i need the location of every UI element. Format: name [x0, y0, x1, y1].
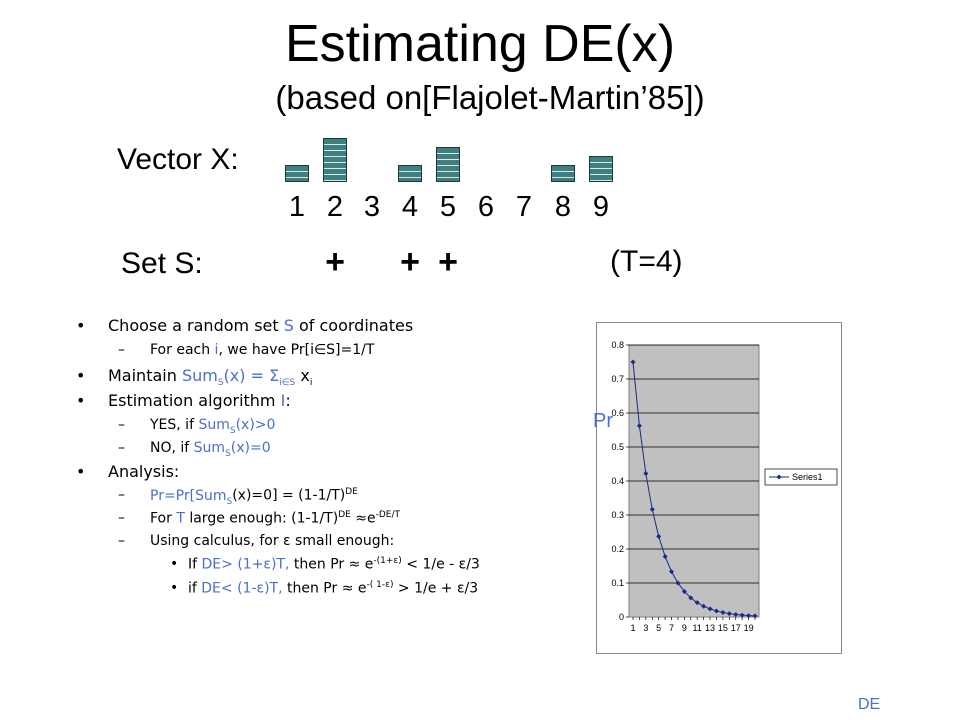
y-tick-label: 0.2: [611, 544, 624, 554]
data-point: [656, 533, 662, 539]
set-plus-mark: +: [438, 243, 458, 281]
data-point: [630, 359, 636, 365]
set-label: Set S:: [121, 247, 203, 280]
x-tick-label: 11: [693, 623, 702, 633]
data-point: [701, 603, 707, 609]
bullet-estimation: Estimation algorithm I:: [76, 391, 291, 410]
vector-index: 5: [439, 191, 457, 223]
bullet-large-t: For T large enough: (1-1/T)DE ≈e-DE/T: [118, 510, 400, 527]
vector-index: 1: [288, 191, 306, 223]
vector-index: 4: [401, 191, 419, 223]
vector-index: 3: [363, 191, 381, 223]
data-point: [662, 553, 668, 559]
data-point: [713, 608, 719, 614]
slide-subtitle: (based on[Flajolet-Martin’85]): [275, 79, 705, 116]
legend-marker: [776, 474, 782, 480]
set-plus-mark: +: [400, 243, 420, 281]
vector-bar: [323, 138, 347, 182]
slide-title: Estimating DE(x): [284, 15, 676, 73]
x-tick-label: 19: [744, 623, 754, 633]
y-tick-label: 0.4: [611, 476, 624, 486]
data-point: [746, 613, 752, 619]
vector-bar: [551, 165, 575, 182]
data-point: [739, 612, 745, 618]
bullet-de-less: if DE< (1-ε)T, then Pr ≈ e-( 1-ε) > 1/e …: [170, 580, 478, 597]
vector-bar: [436, 147, 460, 182]
y-tick-label: 0.8: [611, 340, 624, 350]
y-tick-label: 0.1: [611, 578, 624, 588]
bullet-prob: For each i, we have Pr[i∈S]=1/T: [118, 342, 374, 358]
data-point: [636, 423, 642, 429]
legend-box: [764, 468, 838, 486]
data-point: [681, 588, 687, 594]
data-point: [733, 611, 739, 617]
bullet-calculus: Using calculus, for ε small enough:: [118, 533, 394, 549]
x-tick-label: 5: [656, 623, 661, 633]
vector-index: 6: [477, 191, 495, 223]
x-tick-label: 13: [705, 623, 715, 633]
vector-index: 7: [515, 191, 533, 223]
data-point: [720, 609, 726, 615]
bullet-pr: Pr=Pr[SumS(x)=0] = (1-1/T)DE: [118, 487, 358, 506]
data-point: [669, 569, 675, 575]
data-point: [688, 595, 694, 601]
y-tick-label: 0.5: [611, 442, 624, 452]
bullet-maintain: Maintain SumS(x) = Σi∈S xi: [76, 366, 312, 388]
bullet-choose-set: Choose a random set S of coordinates: [76, 316, 413, 335]
data-point: [643, 471, 649, 477]
data-point: [675, 580, 681, 586]
vector-bar: [589, 156, 613, 182]
vector-index: 9: [592, 191, 610, 223]
y-tick-label: 0.3: [611, 510, 624, 520]
legend-label: Series1: [792, 472, 823, 482]
vector-label: Vector X:: [117, 143, 239, 176]
bullet-de-greater: If DE> (1+ε)T, then Pr ≈ e-(1+ε) < 1/e -…: [170, 556, 480, 573]
y-tick-label: 0.7: [611, 374, 624, 384]
x-tick-label: 15: [718, 623, 728, 633]
vector-index: 8: [554, 191, 572, 223]
bullet-yes: YES, if SumS(x)>0: [118, 417, 276, 436]
data-point: [707, 606, 713, 612]
pr-axis-label: Pr: [593, 410, 613, 432]
vector-index: 2: [326, 191, 344, 223]
de-axis-label: DE: [858, 696, 881, 713]
vector-bar: [285, 165, 309, 182]
y-tick-label: 0: [619, 612, 624, 622]
x-tick-label: 3: [643, 623, 648, 633]
bullet-no: NO, if SumS(x)=0: [118, 440, 271, 459]
vector-bar: [398, 165, 422, 182]
data-point: [694, 600, 700, 606]
x-tick-label: 9: [682, 623, 687, 633]
data-point: [726, 611, 732, 617]
t-label: (T=4): [610, 245, 683, 278]
x-tick-label: 17: [731, 623, 741, 633]
y-tick-label: 0.6: [611, 408, 624, 418]
x-tick-label: 1: [630, 623, 635, 633]
probability-chart: 0 0.1 0.2 0.3 0.4 0.5 0.6 0.7 0.8 1 3 5 7 9 11 13 15 17 19…: [596, 322, 842, 654]
x-tick-label: 7: [669, 623, 674, 633]
bullet-analysis: Analysis:: [76, 462, 179, 481]
chart-svg: 00.10.20.30.40.50.60.70.81 3 5 7 9 11 13 15 17 19…: [611, 340, 838, 633]
data-point: [752, 613, 758, 619]
data-point: [649, 506, 655, 512]
set-plus-mark: +: [325, 243, 345, 281]
